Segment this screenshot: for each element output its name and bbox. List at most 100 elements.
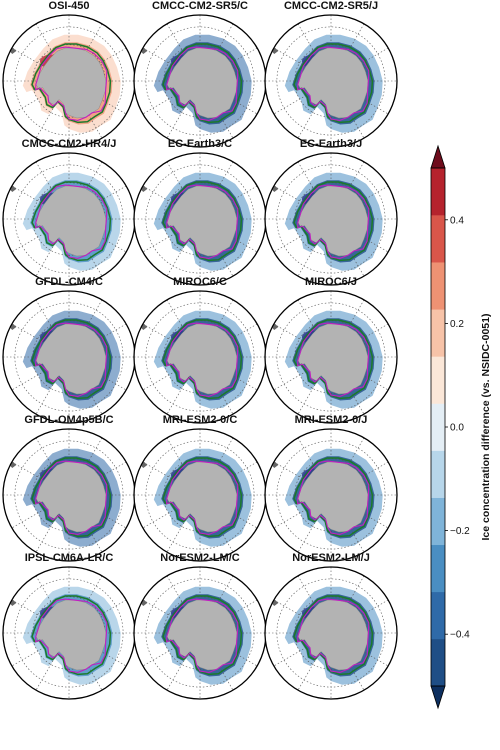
meridian-line — [297, 161, 365, 277]
panel-map-area — [265, 567, 397, 699]
observed-ice-edge — [162, 595, 243, 676]
meridian-line — [142, 185, 258, 253]
meridian-line — [142, 599, 258, 667]
meridian-line — [273, 323, 389, 391]
panel-map-area — [134, 291, 266, 423]
meridian-line — [35, 23, 103, 139]
antarctica-land — [297, 461, 369, 533]
panel-map-area — [3, 567, 135, 699]
model-ice-edge — [35, 460, 108, 535]
colorbar-segment — [431, 591, 445, 640]
panel-map-area — [265, 429, 397, 561]
meridian-line — [11, 461, 127, 529]
colorbar-segment — [431, 262, 445, 310]
panel-title: CMCC-CM2-SR5/J — [284, 0, 378, 12]
meridian-line — [35, 437, 103, 553]
model-ice-edge — [166, 322, 239, 397]
antarctica-land — [35, 599, 107, 671]
panel-map-area — [134, 15, 266, 147]
map-panel: GFDL-CM4/C — [2, 276, 136, 424]
meridian-line — [166, 437, 234, 553]
model-ice-edge — [297, 184, 370, 259]
meridian-line — [11, 323, 127, 391]
meridian-line — [297, 299, 365, 415]
meridian-line — [297, 437, 365, 553]
model-ice-edge — [35, 184, 108, 259]
map-panel: EC-Earth3/J — [264, 138, 398, 286]
map-panels: OSI-450 CMCC-CM2-SR5/C CMCC-CM2-SR5/J CMCC-… — [2, 0, 398, 700]
antarctica-land — [297, 47, 369, 119]
model-ice-edge — [297, 598, 370, 673]
meridian-line — [142, 47, 258, 115]
panel-map-area — [134, 153, 266, 285]
meridian-line — [166, 299, 234, 415]
map-panel: MIROC6/C — [133, 276, 267, 424]
meridian-line — [35, 161, 103, 277]
meridian-line — [166, 575, 234, 691]
map-panel: MRI-ESM2-0/C — [133, 414, 267, 562]
map-panel: CMCC-CM2-HR4/J — [2, 138, 136, 286]
colorbar-segment — [431, 309, 445, 357]
map-panel: EC-Earth3/C — [133, 138, 267, 286]
meridian-line — [11, 323, 127, 391]
model-ice-edge — [35, 598, 108, 673]
antarctica-land — [35, 185, 107, 257]
meridian-line — [273, 47, 389, 115]
antarctica-land — [166, 47, 238, 119]
antarctica-land — [297, 323, 369, 395]
colorbar-tick-label: −0.4 — [450, 630, 470, 641]
model-ice-edge — [166, 460, 239, 535]
observed-ice-edge — [162, 319, 243, 400]
colorbar-segment — [431, 403, 445, 451]
map-panel: NorESM2-LM/J — [264, 552, 398, 700]
colorbar-segment — [431, 215, 445, 263]
meridian-line — [273, 461, 389, 529]
antarctica-land — [297, 599, 369, 671]
panel-title: GFDL-CM4/C — [35, 276, 103, 288]
colorbar-tick-label: 0.2 — [450, 319, 464, 330]
panel-title: CMCC-CM2-SR5/C — [152, 0, 248, 12]
colorbar-tick-label: 0.0 — [450, 423, 464, 434]
panel-title: EC-Earth3/C — [168, 138, 232, 150]
panel-title: NorESM2-LM/J — [292, 552, 370, 564]
meridian-line — [273, 47, 389, 115]
colorbar-tick-label: 0.4 — [450, 215, 464, 226]
model-ice-edge — [35, 322, 108, 397]
observed-ice-edge — [31, 595, 112, 676]
meridian-line — [142, 461, 258, 529]
meridian-line — [273, 323, 389, 391]
meridian-line — [142, 185, 258, 253]
meridian-line — [11, 185, 127, 253]
panel-map-area — [265, 291, 397, 423]
panel-boundary — [264, 152, 398, 286]
antarctica-land — [166, 323, 238, 395]
meridian-line — [11, 47, 127, 115]
meridian-line — [11, 461, 127, 529]
meridian-line — [11, 599, 127, 667]
map-panel: MRI-ESM2-0/J — [264, 414, 398, 562]
colorbar-segment — [431, 450, 445, 498]
panel-map-area — [3, 291, 135, 423]
meridian-line — [35, 299, 103, 415]
observed-ice-edge — [31, 457, 112, 538]
panel-map-area — [265, 15, 397, 147]
panel-title: OSI-450 — [49, 0, 90, 12]
colorbar-segment — [431, 168, 445, 216]
observed-ice-edge — [162, 43, 243, 124]
meridian-line — [142, 47, 258, 115]
panel-map-area — [3, 15, 135, 147]
meridian-line — [142, 323, 258, 391]
antarctica-land — [35, 323, 107, 395]
panel-title: IPSL-CM6A-LR/C — [25, 552, 114, 564]
meridian-line — [166, 23, 234, 139]
panel-title: MIROC6/C — [173, 276, 227, 288]
meridian-line — [142, 599, 258, 667]
colorbar-segment — [431, 497, 445, 546]
colorbar-segment — [431, 638, 445, 687]
antarctica-land — [166, 461, 238, 533]
reference-ice-edge — [35, 46, 108, 121]
panel-boundary — [264, 290, 398, 424]
panel-map-area — [134, 567, 266, 699]
antarctica-land — [35, 47, 107, 119]
